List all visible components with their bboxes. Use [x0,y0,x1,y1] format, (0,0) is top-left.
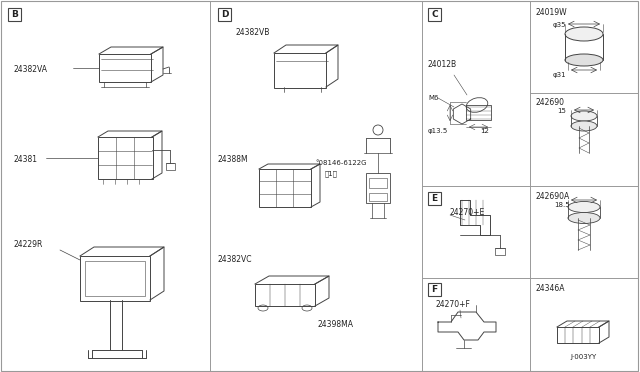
Ellipse shape [571,121,597,131]
Ellipse shape [568,202,600,212]
Text: 24270+F: 24270+F [436,300,471,309]
Ellipse shape [571,111,597,121]
Ellipse shape [565,27,603,41]
Text: 15: 15 [557,108,566,114]
Bar [466,105,491,120]
Text: °08146-6122G: °08146-6122G [315,160,367,166]
Text: J·003YY: J·003YY [570,354,596,360]
Bar [366,173,390,203]
Bar [85,261,145,296]
Bar [428,192,441,205]
Text: 24382VA: 24382VA [14,65,48,74]
Bar [166,163,175,170]
Text: 242690: 242690 [536,98,565,107]
Bar [428,8,441,21]
Text: φ35: φ35 [553,22,566,28]
Text: 24346A: 24346A [536,284,566,293]
Bar [98,137,153,179]
Ellipse shape [565,54,603,66]
Bar [274,53,326,88]
Bar [80,256,150,301]
Text: 24229R: 24229R [14,240,44,249]
Text: φ31: φ31 [553,72,566,78]
Text: M6: M6 [428,95,438,101]
Text: 18.5: 18.5 [554,202,570,208]
Bar [99,54,151,82]
Text: 24398MA: 24398MA [318,320,354,329]
Text: 24382VB: 24382VB [235,28,269,37]
Ellipse shape [568,212,600,224]
Text: 12: 12 [480,128,489,134]
Text: 24012B: 24012B [428,60,457,69]
Bar [369,178,387,188]
Bar [495,248,505,255]
Text: （1）: （1） [325,170,338,177]
Text: 24019W: 24019W [536,8,568,17]
Text: 24270+E: 24270+E [450,208,485,217]
Text: 242690A: 242690A [536,192,570,201]
Text: 24381: 24381 [14,155,38,164]
Text: φ13.5: φ13.5 [428,128,448,134]
Text: C: C [431,10,438,19]
Bar [428,283,441,296]
Bar [369,193,387,201]
Text: E: E [431,194,438,203]
Bar [255,284,315,306]
Text: F: F [431,285,438,294]
Text: 24388M: 24388M [218,155,248,164]
Text: B: B [11,10,18,19]
Bar [218,8,231,21]
Bar [8,8,21,21]
Text: 24382VC: 24382VC [218,255,253,264]
Bar [259,169,311,207]
Text: D: D [221,10,228,19]
